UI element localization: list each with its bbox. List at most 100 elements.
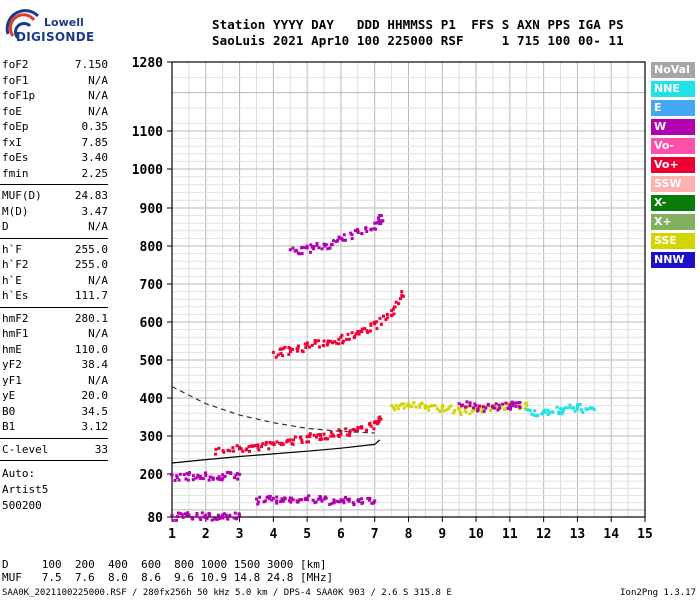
data-point	[419, 402, 423, 406]
y-tick-label: 80	[147, 511, 163, 526]
divider	[0, 237, 108, 239]
data-point	[590, 406, 594, 410]
data-point	[303, 246, 307, 250]
data-point	[345, 497, 349, 501]
data-point	[373, 322, 377, 326]
data-point	[281, 346, 285, 350]
data-point	[568, 403, 572, 407]
data-point	[557, 410, 561, 414]
data-point	[333, 340, 337, 344]
data-point	[268, 494, 272, 498]
data-point	[376, 420, 380, 424]
y-tick-label: 600	[140, 316, 164, 331]
data-point	[533, 409, 537, 413]
divider	[0, 184, 108, 185]
param-clevel: C-level 33	[2, 443, 108, 457]
param-value: N/A	[88, 104, 108, 118]
data-point	[228, 513, 232, 517]
data-point	[512, 401, 516, 405]
param-he: h`E N/A	[2, 274, 108, 288]
legend-item-ssw: SSW	[651, 176, 695, 192]
data-point	[375, 421, 379, 425]
data-point	[474, 404, 478, 408]
data-point	[546, 408, 550, 412]
data-point	[560, 412, 564, 416]
data-point	[379, 417, 383, 421]
data-point	[375, 422, 379, 426]
legend-item-w: W	[651, 119, 695, 135]
data-point	[290, 347, 294, 351]
data-point	[380, 219, 384, 223]
data-point	[396, 407, 400, 411]
data-point	[412, 401, 416, 405]
data-point	[392, 405, 396, 409]
data-point	[581, 411, 585, 415]
data-point	[349, 231, 353, 235]
param-name: h`Es	[2, 289, 29, 302]
data-point	[526, 408, 530, 412]
legend-item-vo: Vo+	[651, 157, 695, 173]
data-point	[353, 334, 357, 338]
x-tick-label: 1	[168, 527, 176, 542]
data-point	[352, 503, 356, 507]
data-point	[357, 499, 361, 503]
data-point	[359, 425, 363, 429]
data-point	[290, 442, 294, 446]
data-point	[426, 405, 430, 409]
data-point	[257, 448, 261, 452]
data-point	[348, 429, 352, 433]
data-point	[385, 312, 389, 316]
data-point	[275, 440, 279, 444]
x-tick-label: 6	[337, 527, 345, 542]
data-point	[460, 405, 464, 409]
param-value: N/A	[88, 220, 108, 233]
data-point	[365, 329, 369, 333]
data-point	[235, 472, 239, 476]
data-point	[508, 403, 512, 407]
data-point	[220, 514, 224, 518]
data-point	[463, 405, 467, 409]
data-point	[473, 408, 477, 412]
data-point	[478, 404, 482, 408]
data-point	[244, 448, 248, 452]
data-point	[326, 247, 330, 251]
data-point	[261, 442, 265, 446]
data-point	[202, 515, 206, 519]
data-point	[481, 407, 485, 411]
y-tick-label: 300	[140, 430, 164, 445]
data-point	[326, 339, 330, 343]
data-point	[313, 501, 317, 505]
data-point	[588, 406, 592, 410]
data-point	[271, 496, 275, 500]
data-point	[291, 438, 295, 442]
logo-line1: Lowell	[44, 16, 84, 29]
param-fxi: fxI 7.85	[2, 136, 108, 150]
param-name: hmF1	[2, 327, 29, 340]
data-point	[492, 404, 496, 408]
y-tick-label: 700	[140, 278, 164, 293]
data-point	[364, 226, 368, 230]
data-point	[476, 408, 480, 412]
data-point	[313, 341, 317, 345]
data-point	[286, 438, 290, 442]
data-point	[254, 497, 258, 501]
data-point	[464, 410, 468, 414]
divider	[0, 437, 108, 439]
data-point	[323, 244, 327, 248]
data-point	[247, 449, 251, 453]
data-point	[339, 498, 343, 502]
divider	[0, 460, 108, 461]
data-point	[508, 407, 512, 411]
data-point	[523, 407, 527, 411]
param-name: B0	[2, 404, 16, 418]
data-point	[335, 341, 339, 345]
data-point	[518, 407, 522, 411]
data-point	[427, 408, 431, 412]
param-hes: h`Es 111.7	[2, 289, 108, 303]
data-point	[305, 341, 309, 345]
data-point	[447, 406, 451, 410]
data-point	[393, 305, 397, 309]
digisonde-logo: Lowell DIGISONDE	[4, 6, 114, 50]
data-point	[508, 406, 512, 410]
data-point	[576, 407, 580, 411]
